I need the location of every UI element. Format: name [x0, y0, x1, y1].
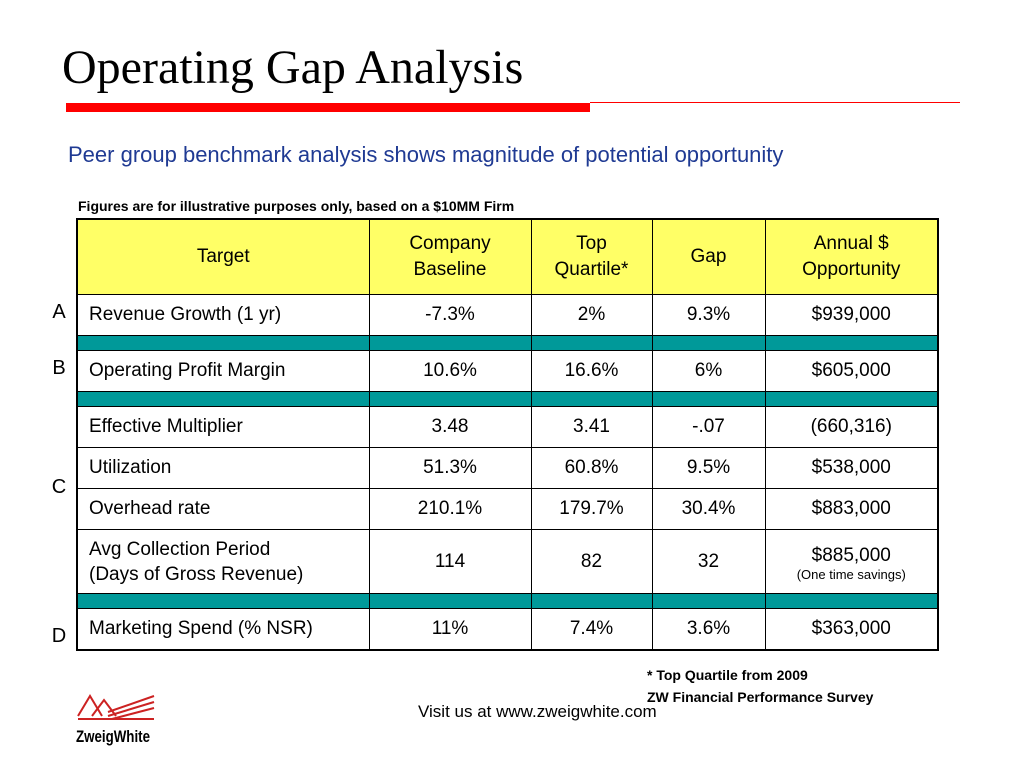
table-row: Overhead rate 210.1% 179.7% 30.4% $883,0… [76, 488, 939, 530]
group-letter-d: D [51, 625, 67, 647]
header-row: Target Company Baseline Top Quartile* Ga… [76, 218, 939, 295]
zweigwhite-logo: ZweigWhite [76, 694, 155, 746]
cell-gap: -.07 [651, 406, 766, 448]
title-rule-thick [66, 103, 590, 112]
cell-top-quartile: 2% [530, 294, 653, 336]
title-rule-thin [590, 102, 960, 103]
cell-top-quartile: 16.6% [530, 350, 653, 392]
visit-link[interactable]: Visit us at www.zweigwhite.com [418, 702, 657, 721]
group-letter-c: C [51, 476, 67, 498]
cell-baseline: 114 [368, 529, 532, 594]
cell-gap: 9.5% [651, 447, 766, 489]
cell-top-quartile: 179.7% [530, 488, 653, 530]
footnote-line-2: ZW Financial Performance Survey [647, 689, 874, 705]
table-row: Operating Profit Margin 10.6% 16.6% 6% $… [76, 350, 939, 392]
cell-baseline: 3.48 [368, 406, 532, 448]
one-time-savings-note: (One time savings) [796, 566, 906, 582]
table-row: Marketing Spend (% NSR) 11% 7.4% 3.6% $3… [76, 608, 939, 651]
cell-top-quartile: 3.41 [530, 406, 653, 448]
cell-baseline: 51.3% [368, 447, 532, 489]
gap-analysis-table: Target Company Baseline Top Quartile* Ga… [76, 218, 939, 651]
cell-baseline: 210.1% [368, 488, 532, 530]
header-gap: Gap [651, 218, 766, 295]
header-company-baseline: Company Baseline [368, 218, 532, 295]
cell-opportunity: $939,000 [764, 294, 939, 336]
cell-opportunity: $883,000 [764, 488, 939, 530]
cell-opportunity: $538,000 [764, 447, 939, 489]
cell-target: Utilization [76, 447, 370, 489]
group-letter-b: B [52, 357, 66, 379]
cell-opportunity: $363,000 [764, 608, 939, 651]
table-row: Utilization 51.3% 60.8% 9.5% $538,000 [76, 447, 939, 489]
cell-top-quartile: 7.4% [530, 608, 653, 651]
cell-target: Marketing Spend (% NSR) [76, 608, 370, 651]
cell-target: Operating Profit Margin [76, 350, 370, 392]
cell-target: Overhead rate [76, 488, 370, 530]
cell-opportunity: $605,000 [764, 350, 939, 392]
footnote-line-1: * Top Quartile from 2009 [647, 667, 808, 683]
cell-target: Revenue Growth (1 yr) [76, 294, 370, 336]
separator-row [76, 391, 939, 407]
cell-gap: 3.6% [651, 608, 766, 651]
separator-row [76, 335, 939, 351]
table-row: Effective Multiplier 3.48 3.41 -.07 (660… [76, 406, 939, 448]
separator-row [76, 593, 939, 609]
cell-baseline: 11% [368, 608, 532, 651]
header-top-quartile: Top Quartile* [530, 218, 653, 295]
header-target: Target [76, 218, 370, 295]
cell-gap: 9.3% [651, 294, 766, 336]
table-row: Revenue Growth (1 yr) -7.3% 2% 9.3% $939… [76, 294, 939, 336]
cell-opportunity: (660,316) [764, 406, 939, 448]
group-letter-a: A [52, 301, 66, 323]
cell-gap: 32 [651, 529, 766, 594]
illustrative-note: Figures are for illustrative purposes on… [78, 198, 515, 214]
cell-opportunity: $885,000 (One time savings) [764, 529, 939, 594]
logo-text: ZweigWhite [76, 727, 150, 746]
cell-top-quartile: 82 [530, 529, 653, 594]
cell-target: Effective Multiplier [76, 406, 370, 448]
cell-gap: 6% [651, 350, 766, 392]
page-title: Operating Gap Analysis [62, 41, 524, 94]
cell-baseline: -7.3% [368, 294, 532, 336]
cell-target: Avg Collection Period (Days of Gross Rev… [76, 529, 370, 594]
cell-top-quartile: 60.8% [530, 447, 653, 489]
cell-baseline: 10.6% [368, 350, 532, 392]
table-row: Avg Collection Period (Days of Gross Rev… [76, 529, 939, 594]
subtitle: Peer group benchmark analysis shows magn… [68, 142, 784, 167]
opportunity-value: $885,000 [811, 544, 891, 566]
cell-gap: 30.4% [651, 488, 766, 530]
header-annual-opportunity: Annual $ Opportunity [764, 218, 939, 295]
